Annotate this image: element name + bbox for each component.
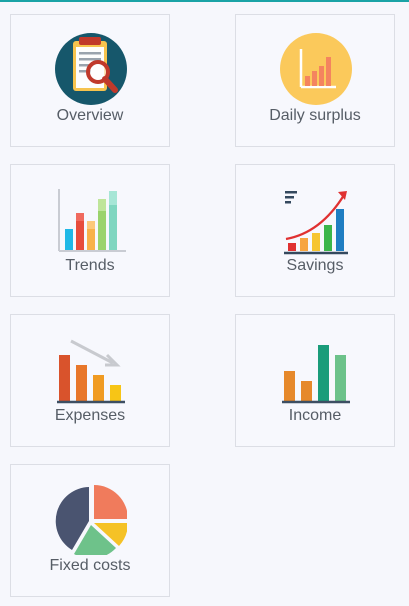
top-accent-line: [0, 0, 409, 2]
tile-savings[interactable]: Savings: [235, 164, 395, 297]
tile-overview[interactable]: Overview: [10, 14, 170, 147]
tile-label-savings: Savings: [286, 257, 344, 274]
tile-fixed-costs[interactable]: Fixed costs: [10, 464, 170, 597]
savings-growth-chart-icon: [284, 191, 348, 255]
tile-label-income: Income: [288, 407, 342, 424]
tile-trends[interactable]: Trends: [10, 164, 170, 297]
tile-expenses[interactable]: Expenses: [10, 314, 170, 447]
fixed-costs-pie-icon: [55, 485, 127, 555]
daily-surplus-chart-icon: [280, 33, 352, 105]
income-bar-chart-icon: [282, 345, 350, 404]
tile-label-overview: Overview: [56, 107, 124, 124]
tile-label-fixed-costs: Fixed costs: [49, 557, 131, 574]
tile-label-expenses: Expenses: [54, 407, 126, 424]
tile-daily-surplus[interactable]: Daily surplus: [235, 14, 395, 147]
trends-bar-chart-icon: [58, 189, 126, 252]
tile-income[interactable]: Income: [235, 314, 395, 447]
tile-label-trends: Trends: [65, 257, 115, 274]
tile-label-daily-surplus: Daily surplus: [269, 107, 361, 124]
overview-report-icon: [55, 33, 127, 105]
expenses-declining-chart-icon: [57, 339, 125, 404]
